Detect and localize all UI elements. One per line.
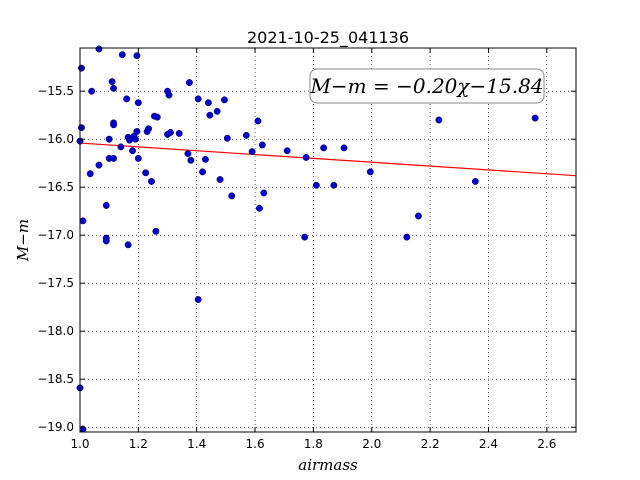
data-point [152, 227, 160, 235]
data-point [216, 176, 224, 183]
fit-line [79, 142, 577, 177]
x-tick-label: 1.0 [70, 437, 89, 451]
data-point [531, 114, 539, 122]
data-point [153, 113, 161, 121]
data-point [301, 233, 309, 241]
data-point [220, 96, 228, 104]
y-tick-label: −16.5 [37, 180, 74, 194]
y-tick-label: −17.5 [37, 276, 74, 290]
x-tick-label: 1.6 [246, 437, 265, 451]
data-points [76, 45, 539, 433]
data-point [202, 155, 209, 163]
data-point [148, 177, 155, 185]
data-point [124, 241, 132, 249]
fit-line-group [79, 142, 577, 177]
x-tick-label: 2.4 [479, 437, 498, 451]
x-tick-label: 2.0 [362, 437, 381, 451]
data-point [95, 45, 103, 53]
data-point [86, 170, 94, 178]
data-point [166, 129, 174, 136]
plot-area [80, 48, 576, 432]
data-point [223, 134, 231, 142]
data-point [102, 237, 110, 245]
data-point [131, 135, 139, 143]
annotation-box [309, 68, 545, 104]
y-tick-label: −18.5 [37, 372, 74, 386]
data-point [117, 143, 125, 151]
data-point [258, 141, 266, 149]
y-tick-label: −19.0 [37, 420, 74, 434]
data-point [366, 168, 374, 176]
data-point [330, 181, 338, 189]
data-point [78, 124, 85, 132]
data-point [142, 169, 150, 177]
y-tick-label: −18.0 [37, 324, 74, 338]
data-point [134, 99, 142, 107]
data-point [110, 84, 118, 92]
data-point [79, 217, 87, 225]
grid-lines [79, 48, 576, 432]
x-tick-label: 1.2 [129, 437, 148, 451]
data-point [175, 129, 183, 137]
data-point [320, 144, 328, 152]
data-point [187, 156, 195, 164]
data-point [145, 125, 153, 133]
fit-annotation: M−m = −0.20χ−15.84 [309, 68, 545, 104]
data-point [133, 128, 141, 135]
data-point [102, 201, 110, 209]
y-axis-label: M−m [14, 219, 32, 262]
data-point [213, 107, 221, 115]
x-tick-labels: 1.0 1.2 1.4 1.6 1.8 2.0 2.2 2.4 2.6 [70, 437, 556, 451]
data-point [204, 99, 212, 107]
data-point [228, 192, 236, 200]
data-point [133, 52, 141, 60]
x-tick-label: 1.4 [187, 437, 206, 451]
data-point [260, 189, 268, 197]
data-point [254, 117, 262, 125]
data-point [129, 147, 136, 155]
data-point [194, 95, 202, 103]
x-axis-label: airmass [298, 456, 358, 474]
data-point [184, 150, 192, 158]
data-point [185, 79, 193, 87]
data-point [471, 177, 479, 185]
data-point [340, 144, 348, 152]
data-point [123, 95, 131, 103]
data-point [95, 161, 103, 169]
data-point [165, 91, 173, 99]
data-point [283, 147, 291, 155]
data-point [88, 87, 96, 95]
data-point [255, 204, 263, 212]
data-point [118, 51, 126, 59]
axis-ticks [79, 48, 576, 432]
x-tick-label: 1.8 [304, 437, 323, 451]
data-point [414, 212, 422, 220]
data-point [206, 111, 214, 119]
y-tick-label: −15.5 [37, 84, 74, 98]
data-point [242, 131, 250, 139]
data-point [199, 168, 206, 176]
data-point [78, 64, 85, 72]
data-point [105, 135, 113, 143]
data-point [403, 233, 411, 241]
data-point [110, 121, 118, 129]
data-point [248, 148, 256, 156]
y-tick-labels: −15.5 −16.0 −16.5 −17.0 −17.5 −18.0 −18.5 −19.0 [37, 84, 74, 434]
x-tick-label: 2.2 [421, 437, 440, 451]
annotation-text: M−m = −0.20χ−15.84 [309, 74, 543, 98]
x-tick-label: 2.6 [537, 437, 556, 451]
y-tick-label: −17.0 [37, 228, 74, 242]
data-point [194, 296, 202, 303]
data-point [312, 181, 320, 189]
data-point [435, 116, 443, 124]
data-point [110, 154, 118, 162]
plot-frame [79, 47, 577, 433]
data-point [302, 153, 310, 161]
data-point [134, 154, 142, 162]
y-tick-label: −16.0 [37, 132, 74, 146]
data-point [108, 78, 116, 86]
chart-title: 2021-10-25_041136 [247, 28, 409, 48]
